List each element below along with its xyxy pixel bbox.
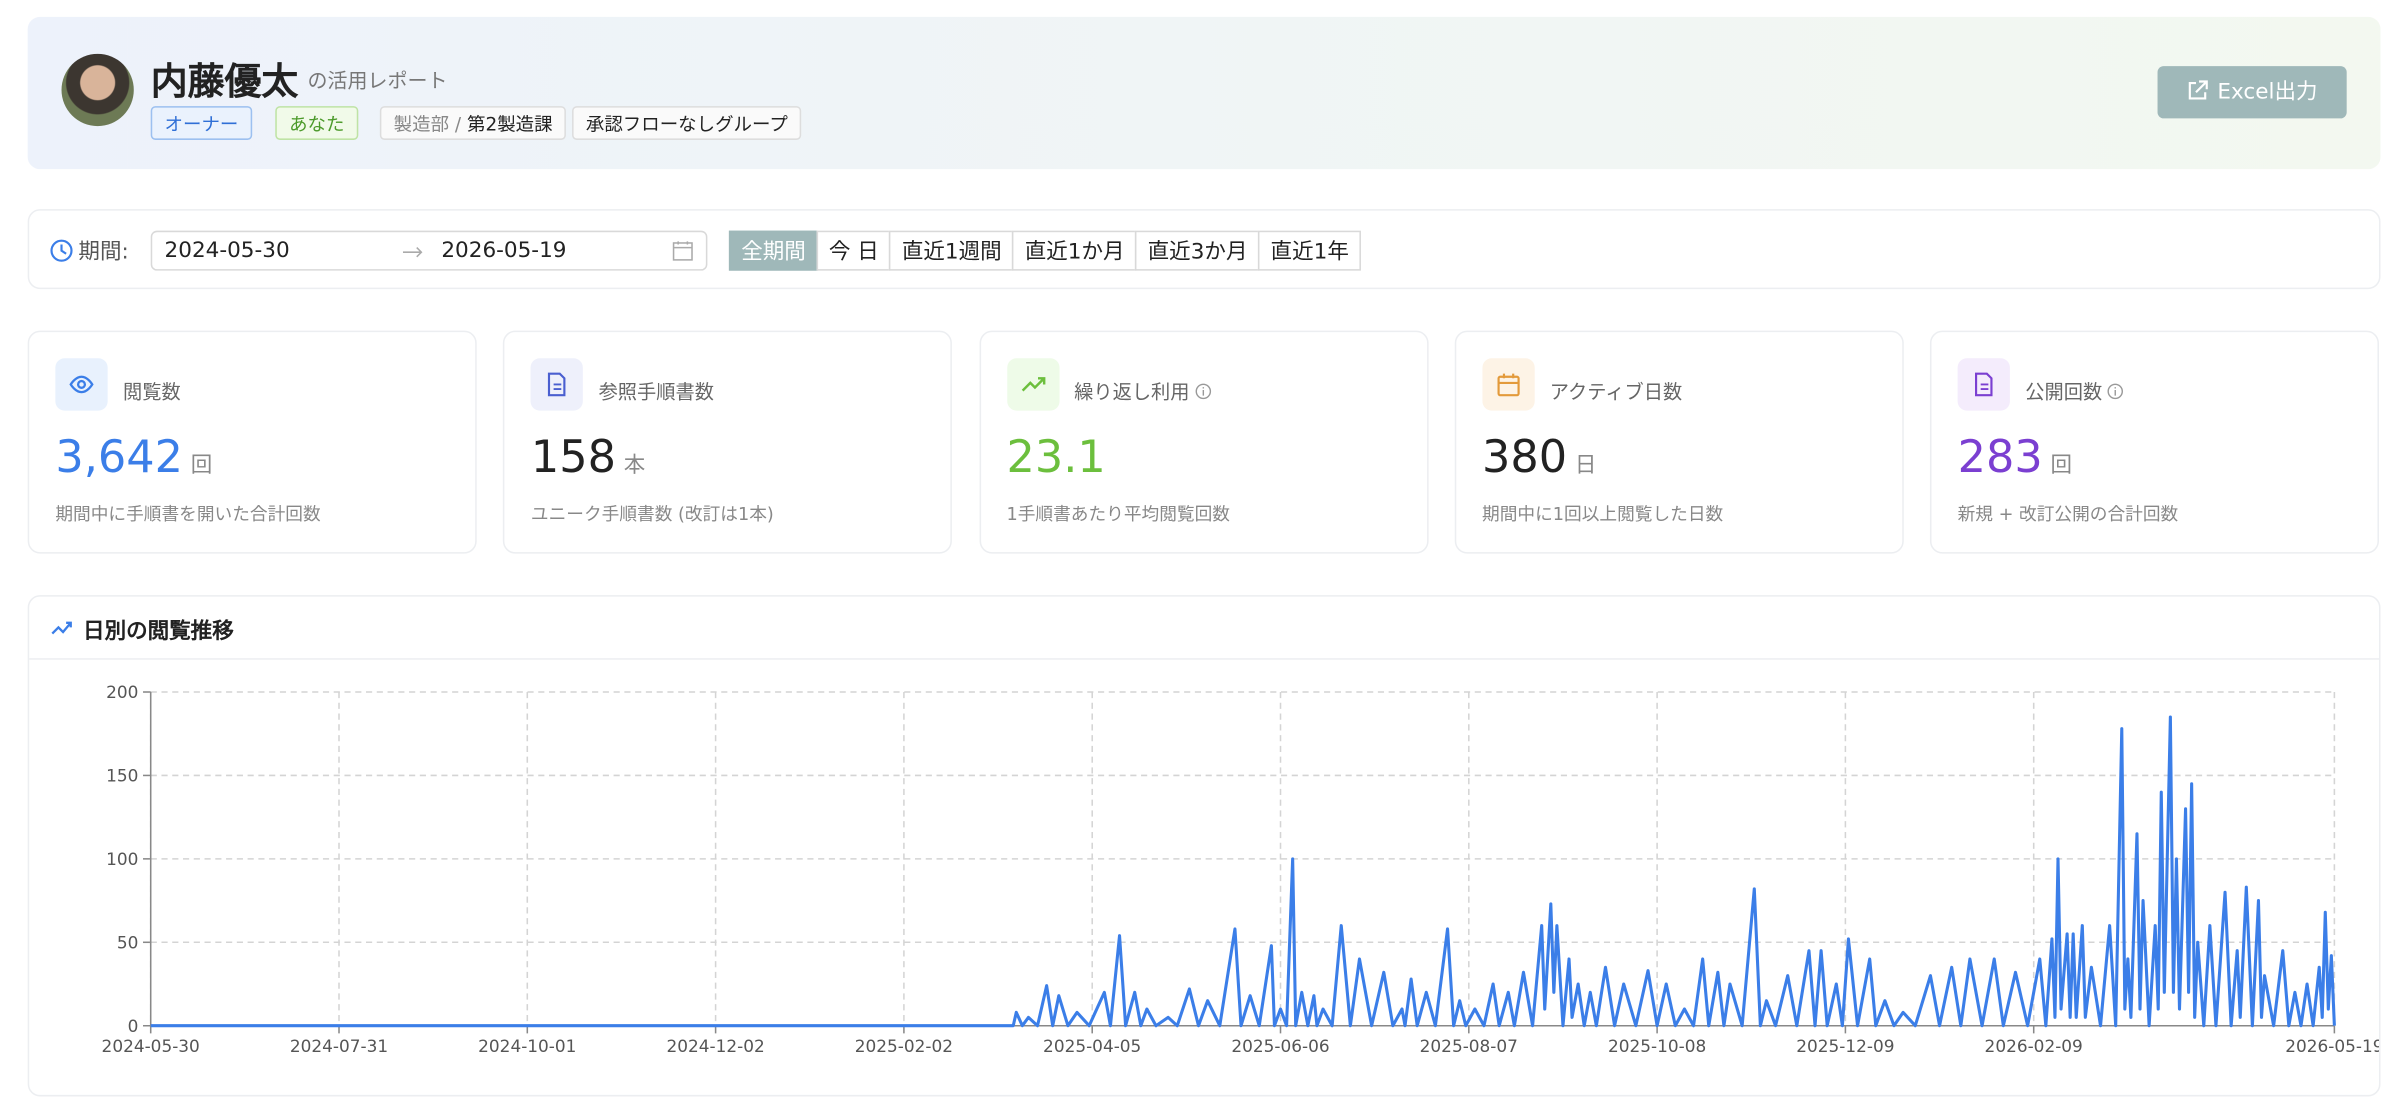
stat-unit: 日 [1574,453,1597,479]
x-tick-label: 2024-12-02 [666,1036,764,1056]
stat-label-text: 繰り返し利用 [1074,379,1190,403]
stat-label: アクティブ日数 [1550,375,1682,404]
period-label: 期間: [78,239,129,265]
stat-label-text: 閲覧数 [123,379,181,403]
stat-note: ユニーク手順書数 (改訂は1本) [530,502,774,525]
stat-card: 参照手順書数 158 本ユニーク手順書数 (改訂は1本) [503,330,953,554]
stat-value: 158 本 [531,431,645,483]
icon-glyph [69,375,94,394]
stat-number: 380 [1482,430,1568,483]
clock-icon [50,239,73,262]
stat-value: 283 回 [1958,431,2072,483]
stat-value: 380 日 [1482,431,1596,483]
icon-glyph [1497,373,1520,397]
stat-note: 期間中に手順書を開いた合計回数 [55,502,321,525]
calendar-icon [672,241,693,261]
stat-note: 1手順書あたり平均閲覧回数 [1006,502,1230,525]
stat-label-text: 参照手順書数 [598,379,714,403]
stat-label: 閲覧数 [123,375,181,404]
stat-icon [55,358,108,411]
tag-department: 製造部 / 第2製造課 [379,106,567,140]
icon-glyph [1020,377,1045,392]
subtitle: の活用レポート [307,70,448,94]
chart-title: 日別の閲覧推移 [83,619,234,645]
x-tick-label: 2024-10-01 [478,1036,576,1056]
stat-unit: 本 [623,453,646,479]
start-date: 2024-05-30 [164,238,290,263]
period-filter: 期間: 2024-05-30 2026-05-19 全期間今 日直近1週間 直近1… [27,209,2381,290]
x-tick-label: 2025-02-02 [855,1036,953,1056]
stat-unit: 回 [190,453,213,479]
stat-label: 公開回数 [2025,375,2124,404]
section: 第2製造課 [467,113,553,136]
avatar [61,53,134,127]
x-tick-label: 2025-04-05 [1043,1036,1141,1056]
y-tick-label: 100 [106,849,138,869]
tag-owner: オーナー [150,106,253,140]
report-header: 内藤優太 の活用レポート オーナー あなた 製造部 / 第2製造課 承認フローな… [27,16,2381,170]
info-icon [1194,383,1211,400]
stat-number: 158 [530,430,617,483]
export-button[interactable]: Excel出力 [2157,66,2347,119]
stat-label-text: アクティブ日数 [1549,379,1683,403]
trend-icon [51,621,72,635]
y-tick-label: 50 [117,932,139,952]
y-tick-label: 200 [106,682,138,702]
stat-card: 繰り返し利用 23.1 1手順書あたり平均閲覧回数 [978,330,1428,554]
info-icon [2107,383,2124,400]
tag-you: あなた [275,106,359,140]
department: 製造部 / [393,113,462,136]
user-name: 内藤優太 [150,59,299,104]
x-tick-label: 2024-07-31 [290,1036,388,1056]
stat-icon [530,358,584,411]
y-tick-label: 150 [106,766,138,786]
preset-button[interactable]: 全期間 [728,230,819,271]
stat-label-text: 公開回数 [2025,379,2103,403]
end-date: 2026-05-19 [441,238,567,263]
preset-button[interactable]: 今 日 [816,230,892,271]
x-tick-label: 2025-10-08 [1608,1036,1706,1056]
icon-glyph [1974,372,1993,397]
preset-button[interactable]: 直近1週間 [889,230,1014,271]
chart-card: 日別の閲覧推移 0 50 100 150 200 2024-05-30 2024-07-31… [27,595,2381,1097]
line-series [150,715,2336,1028]
date-range[interactable]: 2024-05-30 2026-05-19 [150,230,708,271]
stat-card: 公開回数 283 回新規 + 改訂公開の合計回数 [1929,330,2379,554]
stat-number: 283 [1957,430,2043,483]
chart: 0 50 100 150 200 2024-05-30 2024-07-31 2024-10-… [102,682,2379,1056]
stat-number: 3,642 [55,430,184,483]
x-tick-label: 2024-05-30 [102,1036,200,1056]
stat-card: 閲覧数 3,642 回期間中に手順書を開いた合計回数 [27,330,477,554]
stat-unit: 回 [2050,453,2072,479]
stat-value: 23.1 [1006,431,1105,483]
stat-icon [1957,358,2010,411]
y-tick-label: 0 [128,1016,139,1036]
stat-value: 3,642 回 [55,431,212,483]
tag-group: 承認フローなしグループ [572,106,802,140]
export-icon [2188,80,2208,100]
preset-button[interactable]: 直近1か月 [1012,230,1137,271]
stat-card: アクティブ日数 380 日期間中に1回以上閲覧した日数 [1454,330,1904,554]
x-tick-label: 2026-02-09 [1985,1036,2083,1056]
preset-button[interactable]: 直近1年 [1258,230,1362,271]
x-tick-label: 2026-05-19 [2285,1036,2379,1056]
x-tick-label: 2025-12-09 [1796,1036,1894,1056]
icon-glyph [548,372,566,397]
x-tick-label: 2025-08-07 [1420,1036,1518,1056]
stat-icon [1482,358,1535,411]
range-arrow [402,247,423,258]
export-label: Excel出力 [2217,79,2318,105]
stat-note: 新規 + 改訂公開の合計回数 [1957,502,2179,525]
stat-icon [1006,358,1059,411]
stat-label: 繰り返し利用 [1074,375,1211,404]
x-tick-label: 2025-06-06 [1231,1036,1329,1056]
stat-label: 参照手順書数 [599,375,714,404]
divider [29,658,2379,660]
preset-button[interactable]: 直近3か月 [1135,230,1260,271]
stat-note: 期間中に1回以上閲覧した日数 [1482,502,1724,525]
stat-number: 23.1 [1006,430,1106,483]
